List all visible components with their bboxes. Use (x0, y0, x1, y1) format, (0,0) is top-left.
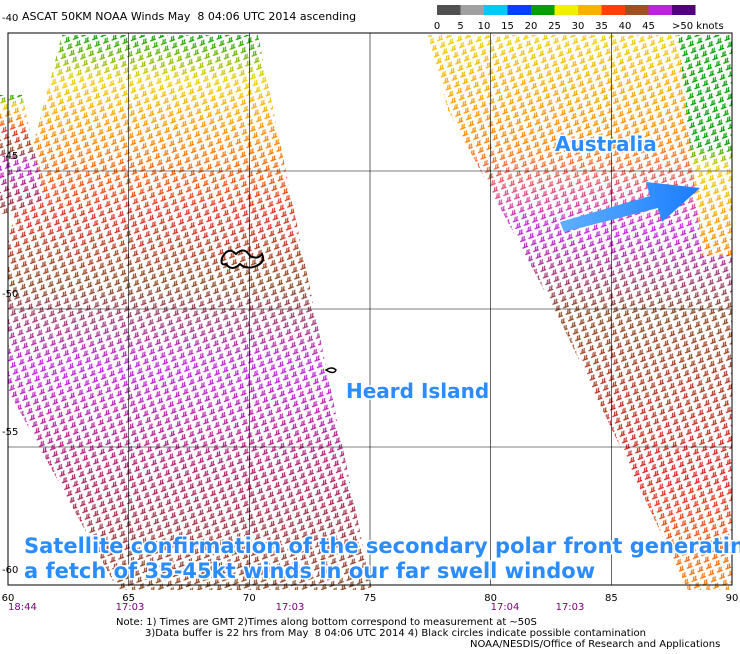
caption: a fetch of 35-45kt winds in our far swel… (24, 559, 595, 583)
legend-swatch (672, 5, 696, 15)
note: NOAA/NESDIS/Office of Research and Appli… (470, 639, 720, 650)
lat-label: -45 (2, 151, 18, 162)
lon-label: 70 (243, 593, 256, 604)
time-label: 17:03 (276, 602, 305, 613)
lon-label: 65 (122, 593, 135, 604)
legend-label: 45 (642, 21, 655, 32)
legend-label: 25 (548, 21, 561, 32)
time-label: 17:03 (116, 602, 145, 613)
lon-label: 90 (726, 593, 739, 604)
legend-label: 5 (457, 21, 463, 32)
legend-swatch (437, 5, 461, 15)
legend-label: 35 (595, 21, 608, 32)
time-label: 17:04 (491, 602, 520, 613)
legend-label: >50 knots (672, 21, 724, 32)
legend-swatch (601, 5, 625, 15)
legend-label: 0 (434, 21, 440, 32)
kerguelen-island (220, 249, 265, 269)
legend-label: 40 (619, 21, 632, 32)
legend-swatch (578, 5, 602, 15)
note: Note: 1) Times are GMT 2)Times along bot… (116, 617, 537, 628)
legend-label: 30 (572, 21, 585, 32)
arrow (560, 182, 700, 232)
lon-label: 85 (605, 593, 618, 604)
lat-label: -50 (2, 289, 18, 300)
legend-swatch (460, 5, 484, 15)
annotation: Australia (555, 132, 657, 156)
legend-label: 10 (478, 21, 491, 32)
lat-label: -40 (2, 13, 18, 24)
lon-label: 80 (484, 593, 497, 604)
legend-label: 20 (525, 21, 538, 32)
caption: Satellite confirmation of the secondary … (24, 534, 740, 558)
time-label: 17:03 (556, 602, 585, 613)
legend-swatch (625, 5, 649, 15)
legend-swatch (507, 5, 531, 15)
lon-label: 75 (364, 593, 377, 604)
heard-island-outline (324, 367, 337, 374)
legend-swatch (554, 5, 578, 15)
annotation: Heard Island (346, 379, 489, 403)
legend-swatch (531, 5, 555, 15)
time-label: 18:44 (8, 602, 37, 613)
lat-label: -55 (2, 427, 18, 438)
lat-label: -60 (2, 565, 18, 576)
legend-label: 15 (501, 21, 514, 32)
legend-swatch (648, 5, 672, 15)
wind-swaths (0, 35, 732, 590)
lon-label: 60 (2, 593, 15, 604)
legend-swatch (484, 5, 508, 15)
map-frame (7, 32, 733, 586)
title: ASCAT 50KM NOAA Winds May 8 04:06 UTC 20… (22, 10, 356, 23)
note: 3)Data buffer is 22 hrs from May 8 04:06… (145, 628, 646, 639)
